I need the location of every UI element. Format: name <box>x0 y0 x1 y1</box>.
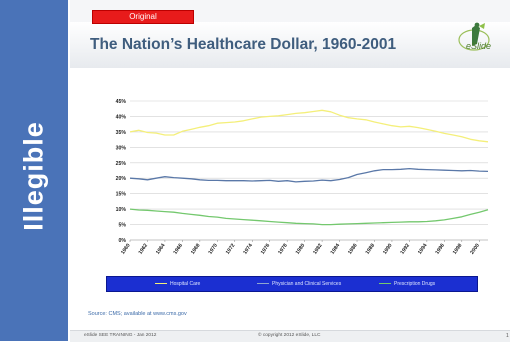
source-note: Source: CMS; available at www.cms.gov <box>88 311 187 317</box>
y-tick-label: 30% <box>116 145 127 151</box>
y-tick-label: 10% <box>116 207 127 213</box>
sidebar-label: Illegible <box>18 121 49 231</box>
y-tick-label: 45% <box>116 99 127 105</box>
title-band <box>70 22 510 68</box>
x-tick-label: 1976 <box>260 243 272 256</box>
x-tick-label: 1960 <box>120 243 132 256</box>
footer-copyright: © copyright 2012 eSlide, LLC <box>258 333 321 338</box>
legend-label-physician: Physician and Clinical Services <box>272 281 342 287</box>
page-number: 1 <box>506 333 509 339</box>
eslide-logo-icon <box>458 22 490 51</box>
x-tick-label: 1972 <box>225 243 237 256</box>
x-tick-label: 1974 <box>242 243 254 256</box>
y-tick-label: 15% <box>116 192 127 198</box>
y-tick-label: 25% <box>116 161 127 167</box>
x-tick-label: 1966 <box>172 243 184 256</box>
x-tick-label: 1992 <box>400 243 412 256</box>
series-line-0 <box>129 109 489 143</box>
legend-item-drugs: Prescription Drugs <box>379 277 435 291</box>
y-tick-label: 20% <box>116 176 127 182</box>
legend-item-physician: Physician and Clinical Services <box>257 277 341 291</box>
x-tick-label: 1982 <box>312 243 324 256</box>
series-line-2 <box>129 208 489 226</box>
x-tick-label: 1998 <box>452 243 464 256</box>
original-badge: Original <box>92 10 194 24</box>
y-tick-label: 0% <box>119 238 127 244</box>
y-tick-label: 5% <box>119 223 127 229</box>
y-tick-label: 40% <box>116 114 127 120</box>
x-tick-label: 1984 <box>330 243 342 256</box>
logo-text: eSlide <box>466 41 492 51</box>
slide-footer <box>70 330 510 342</box>
line-chart: 0% 5% 10% 15% 20% 25% 30% 35% 40% 45% 1960 1962 1964… <box>116 99 489 256</box>
x-tick-label: 1986 <box>347 243 359 256</box>
x-tick-label: 1964 <box>155 243 167 256</box>
series-line-1 <box>129 167 489 183</box>
x-tick-label: 1968 <box>190 243 202 256</box>
x-tick-label: 1994 <box>417 243 429 256</box>
legend-label-drugs: Prescription Drugs <box>394 281 436 287</box>
legend-item-hospital: Hospital Care <box>155 277 200 291</box>
x-tick-label: 1980 <box>295 243 307 256</box>
x-tick-label: 1988 <box>365 243 377 256</box>
x-tick-label: 1970 <box>207 243 219 256</box>
slide: Original The Nation’s Healthcare Dollar,… <box>70 0 510 342</box>
x-tick-label: 1990 <box>382 243 394 256</box>
y-tick-label: 35% <box>116 130 127 136</box>
sidebar-panel <box>0 0 68 341</box>
legend-label-hospital: Hospital Care <box>170 281 201 287</box>
sidebar-label-container: Illegible <box>0 0 68 341</box>
legend-line-physician-icon <box>257 283 269 285</box>
legend-line-hospital-icon <box>155 283 167 285</box>
x-tick-label: 1996 <box>434 243 446 256</box>
slide-title: The Nation’s Healthcare Dollar, 1960-200… <box>90 36 397 53</box>
footer-left-text: eSlide SEE TRAINING - Jan 2012 <box>84 333 157 338</box>
chart-legend: Hospital Care Physician and Clinical Ser… <box>106 276 478 292</box>
x-tick-label: 1962 <box>138 243 150 256</box>
x-tick-label: 2000 <box>469 243 481 256</box>
x-tick-label: 1978 <box>277 243 289 256</box>
legend-line-drugs-icon <box>379 283 391 285</box>
